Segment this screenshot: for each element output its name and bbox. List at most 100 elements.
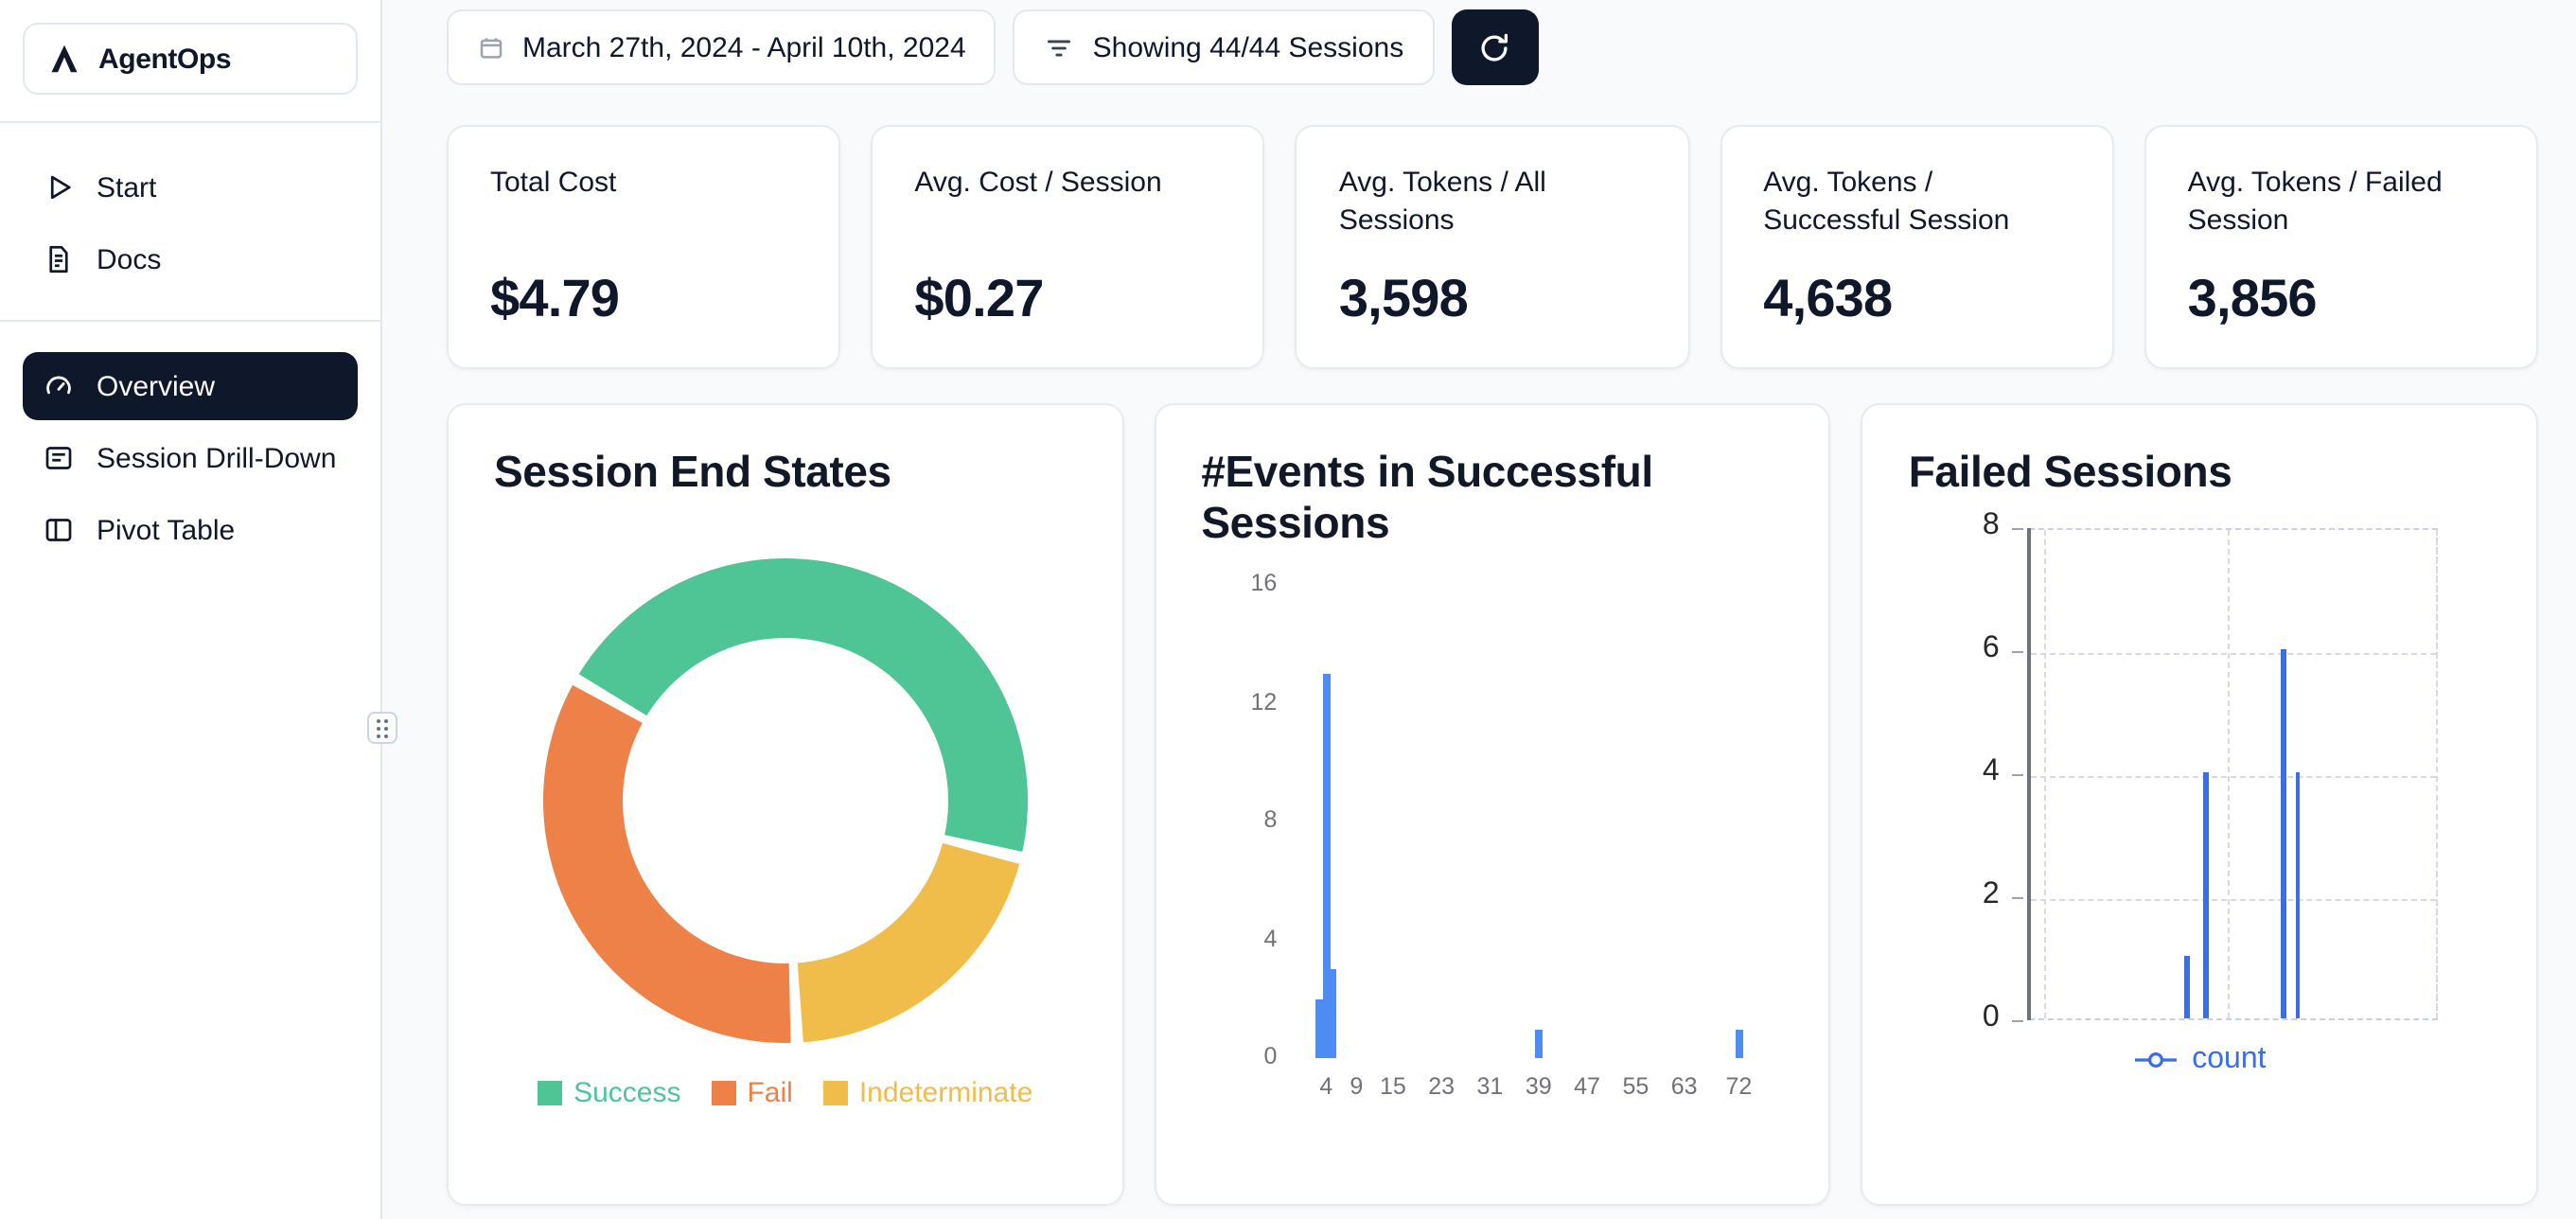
- legend-label: Indeterminate: [858, 1076, 1033, 1109]
- logo[interactable]: AgentOps: [23, 23, 358, 95]
- line-chart-area: count 0 2 4 6 8: [1909, 508, 2491, 1106]
- legend-label: Fail: [747, 1076, 793, 1109]
- y-axis-tick: [2012, 896, 2024, 899]
- refresh-button[interactable]: [1451, 9, 1539, 85]
- bar[interactable]: [1322, 674, 1331, 1059]
- count-spike[interactable]: [2295, 771, 2301, 1018]
- legend-item-fail: Fail: [711, 1076, 793, 1109]
- donut-slice-indeterminate[interactable]: [797, 842, 1019, 1042]
- count-spike[interactable]: [2281, 648, 2286, 1018]
- y-axis-tick-label: 2: [1982, 877, 2000, 910]
- sessions-filter-button[interactable]: Showing 44/44 Sessions: [1013, 9, 1435, 85]
- y-axis-tick: [2012, 773, 2024, 776]
- failed-sessions-card: Failed Sessions count 0 2 4 6 8: [1861, 403, 2539, 1206]
- sidebar-item-label: Start: [97, 171, 157, 203]
- sidebar-links: Start Docs: [0, 153, 380, 293]
- session-end-states-card: Session End States Success Fail Indetermin…: [447, 403, 1124, 1206]
- count-spike[interactable]: [2184, 956, 2190, 1018]
- gridline: [2043, 529, 2046, 1018]
- line-chart-plot: [2029, 527, 2439, 1020]
- stat-label: Avg. Tokens / Failed Session: [2187, 167, 2443, 238]
- sidebar-item-label: Docs: [97, 243, 162, 275]
- y-axis-tick-label: 8: [1982, 508, 2000, 541]
- stat-card-avg-tokens-all: Avg. Tokens / All Sessions 3,598: [1295, 125, 1690, 369]
- x-axis-tick-label: 31: [1476, 1073, 1504, 1101]
- donut-slice-fail[interactable]: [542, 684, 791, 1043]
- chart-title: #Events in Successful Sessions: [1201, 447, 1653, 547]
- legend-label: Success: [573, 1076, 681, 1109]
- chart-title: Session End States: [494, 447, 891, 496]
- bar-chart-area: 0 4 8 12 16 4 9 15 23 31 39 47 55 63 72: [1201, 563, 1783, 1131]
- y-axis-tick: [2012, 527, 2024, 530]
- y-axis-tick-label: 4: [1982, 754, 2000, 787]
- x-axis-tick-label: 15: [1379, 1073, 1406, 1101]
- x-axis-tick-label: 47: [1574, 1073, 1600, 1101]
- gridline: [2031, 652, 2437, 655]
- stat-card-avg-tokens-successful: Avg. Tokens / Successful Session 4,638: [1720, 125, 2114, 369]
- x-axis-tick-label: 63: [1670, 1073, 1698, 1101]
- stat-value: $4.79: [490, 269, 620, 327]
- events-in-successful-sessions-card: #Events in Successful Sessions 0 4 8 12 16 4 9…: [1154, 403, 1831, 1206]
- docs-icon: [42, 242, 76, 276]
- sidebar-item-session-drill-down[interactable]: Session Drill-Down: [23, 424, 358, 492]
- stat-card-avg-tokens-failed: Avg. Tokens / Failed Session 3,856: [2144, 125, 2539, 369]
- gridline: [2031, 898, 2437, 901]
- sessions-filter-label: Showing 44/44 Sessions: [1092, 31, 1404, 63]
- legend-swatch: [822, 1080, 848, 1105]
- chart-legend: count: [1909, 1042, 2491, 1076]
- sidebar-item-label: Session Drill-Down: [97, 442, 337, 474]
- x-axis-tick-label: 39: [1525, 1073, 1552, 1101]
- legend-item-success: Success: [538, 1076, 680, 1108]
- stat-value: 3,856: [2187, 269, 2318, 327]
- legend-item-indeterminate: Indeterminate: [822, 1076, 1033, 1109]
- bar[interactable]: [1315, 999, 1324, 1059]
- y-axis-tick-label: 12: [1250, 688, 1278, 716]
- gauge-icon: [42, 369, 76, 403]
- filter-icon: [1044, 31, 1076, 63]
- sidebar-item-start[interactable]: Start: [23, 153, 358, 221]
- gridline: [2228, 529, 2231, 1018]
- donut-legend: Success Fail Indeterminate: [494, 1076, 1076, 1108]
- y-axis-tick-label: 0: [1263, 1043, 1278, 1070]
- bar[interactable]: [1328, 969, 1336, 1059]
- stat-value: 4,638: [1763, 269, 1893, 327]
- sidebar-item-label: Pivot Table: [97, 514, 236, 546]
- sidebar-item-label: Overview: [97, 370, 216, 402]
- divider: [0, 121, 380, 123]
- toolbar: March 27th, 2024 - April 10th, 2024 Show…: [447, 9, 2538, 85]
- stat-value: 3,598: [1338, 269, 1469, 327]
- legend-swatch: [538, 1080, 563, 1105]
- count-spike[interactable]: [2203, 771, 2209, 1018]
- stat-label: Avg. Tokens / All Sessions: [1338, 167, 1546, 238]
- legend-label: count: [2192, 1042, 2267, 1075]
- donut-slice-success[interactable]: [578, 557, 1028, 852]
- main-content: March 27th, 2024 - April 10th, 2024 Show…: [382, 0, 2576, 1219]
- bar[interactable]: [1735, 1029, 1743, 1059]
- calendar-icon: [477, 33, 505, 62]
- gridline: [2436, 529, 2439, 1018]
- agentops-logo-icon: [47, 42, 81, 76]
- stats-row: Total Cost $4.79 Avg. Cost / Session $0.…: [447, 125, 2539, 369]
- sidebar-item-docs[interactable]: Docs: [23, 225, 358, 293]
- date-range-button[interactable]: March 27th, 2024 - April 10th, 2024: [447, 9, 997, 85]
- y-axis-tick-label: 16: [1250, 570, 1278, 597]
- y-axis-tick-label: 0: [1982, 1000, 2000, 1034]
- stat-value: $0.27: [914, 269, 1044, 327]
- stat-label: Avg. Cost / Session: [914, 167, 1162, 199]
- pivot-table-icon: [42, 513, 76, 547]
- y-axis-tick: [2012, 650, 2024, 653]
- bar[interactable]: [1534, 1029, 1543, 1059]
- sidebar-resize-handle[interactable]: [367, 712, 397, 744]
- chart-title: Failed Sessions: [1908, 447, 2232, 496]
- x-axis-tick-label: 55: [1622, 1073, 1650, 1101]
- sidebar-item-pivot-table[interactable]: Pivot Table: [23, 496, 358, 564]
- donut-chart: [542, 557, 1028, 1043]
- date-range-label: March 27th, 2024 - April 10th, 2024: [522, 31, 966, 63]
- gridline: [2031, 775, 2437, 778]
- stat-card-avg-cost: Avg. Cost / Session $0.27: [871, 125, 1265, 369]
- refresh-icon: [1476, 29, 1512, 65]
- play-icon: [42, 170, 76, 204]
- sidebar-item-overview[interactable]: Overview: [23, 352, 358, 420]
- app-title: AgentOps: [98, 43, 232, 75]
